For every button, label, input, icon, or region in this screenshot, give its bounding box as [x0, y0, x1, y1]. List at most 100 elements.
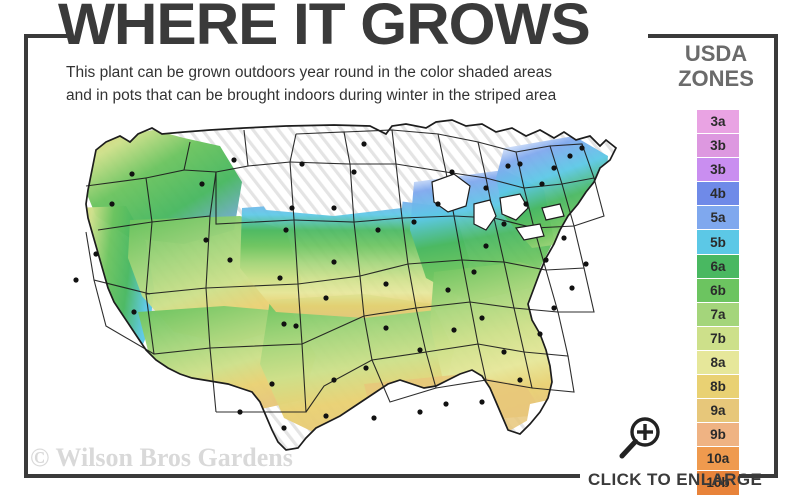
legend-zone-9a-12: 9a [697, 399, 739, 424]
page-title: WHERE IT GROWS [58, 0, 591, 57]
map-svg [34, 112, 664, 462]
usda-zones-heading-line-1: USDA [684, 41, 748, 66]
city-dot [323, 295, 329, 301]
city-dot [417, 347, 423, 353]
city-dot [445, 287, 451, 293]
city-dot [383, 281, 389, 287]
city-dot [479, 315, 485, 321]
city-dot [483, 243, 489, 249]
usda-hardiness-zone-map[interactable] [34, 112, 664, 462]
city-dot [435, 201, 441, 207]
city-dot [289, 205, 295, 211]
city-dots [73, 141, 589, 431]
lake-erie [514, 223, 545, 241]
usda-zones-heading-line-2: ZONES [678, 65, 754, 91]
city-dot [361, 141, 367, 147]
city-dot [269, 381, 275, 387]
legend-zone-7a-8: 7a [697, 302, 739, 327]
striped-indoor-region-northern-plains [244, 126, 406, 216]
frame-border-top-right [648, 34, 778, 38]
city-dot [417, 409, 423, 415]
legend-zone-3a-0: 3a [697, 110, 739, 135]
city-dot [109, 201, 115, 207]
magnifier-zoom-svg [619, 417, 660, 459]
city-dot [537, 331, 543, 337]
city-dot [501, 349, 507, 355]
city-dot [517, 161, 523, 167]
legend-zone-7b-9: 7b [697, 326, 739, 351]
frame-border-bottom [24, 474, 580, 478]
lake-michigan [473, 199, 497, 231]
city-dot [323, 413, 329, 419]
city-dot [383, 325, 389, 331]
click-to-enlarge-label[interactable]: CLICK TO ENLARGE [588, 470, 763, 489]
city-dot [351, 169, 357, 175]
legend-zone-5a-4: 5a [697, 206, 739, 231]
subtitle-line-1: This plant can be grown outdoors year ro… [66, 64, 552, 81]
city-dot [579, 145, 585, 151]
subtitle-text: This plant can be grown outdoors year ro… [66, 62, 636, 108]
city-dot [583, 261, 589, 267]
city-dot [231, 157, 237, 163]
city-dot [73, 277, 79, 283]
great-lakes [431, 173, 565, 241]
city-dot [203, 237, 209, 243]
city-dot [561, 235, 567, 241]
legend-zone-3b-2: 3b [697, 158, 739, 183]
legend-zone-5b-5: 5b [697, 230, 739, 255]
city-dot [237, 409, 243, 415]
legend-zone-3b-1: 3b [697, 134, 739, 159]
city-dot [371, 415, 377, 421]
city-dot [523, 201, 529, 207]
legend-zone-8b-11: 8b [697, 375, 739, 400]
frame-border-bottom-right [706, 474, 778, 478]
frame-border-right [774, 34, 778, 478]
subtitle-line-2: and in pots that can be brought indoors … [66, 86, 557, 104]
city-dot [331, 377, 337, 383]
lake-ontario [541, 203, 565, 221]
legend-zone-6b-7: 6b [697, 278, 739, 303]
city-dot [375, 227, 381, 233]
city-dot [277, 275, 283, 281]
frame-border-left [24, 34, 28, 478]
legend-zone-6a-6: 6a [697, 254, 739, 279]
city-dot [131, 309, 137, 315]
frame-border-top-left [24, 34, 68, 38]
city-dot [93, 251, 99, 257]
city-dot [227, 257, 233, 263]
city-dot [443, 401, 449, 407]
city-dot [501, 221, 507, 227]
city-dot [293, 323, 299, 329]
city-dot [539, 181, 545, 187]
watermark-copyright: © Wilson Bros Gardens [30, 443, 293, 472]
city-dot [199, 181, 205, 187]
legend-zone-4b-3: 4b [697, 182, 739, 207]
city-dot [281, 425, 287, 431]
city-dot [567, 153, 573, 159]
legend-zone-10b-15: 10b [697, 471, 739, 496]
city-dot [479, 399, 485, 405]
city-dot [551, 165, 557, 171]
city-dot [505, 163, 511, 169]
city-dot [517, 377, 523, 383]
city-dot [283, 227, 289, 233]
lake-huron [499, 193, 529, 221]
city-dot [299, 161, 305, 167]
city-dot [543, 257, 549, 263]
city-dot [331, 259, 337, 265]
city-dot [411, 219, 417, 225]
city-dot [129, 171, 135, 177]
city-dot [551, 305, 557, 311]
city-dot [363, 365, 369, 371]
state-boundaries [85, 129, 605, 413]
lake-superior [431, 173, 471, 213]
usda-zones-heading: USDA ZONES [664, 41, 768, 91]
legend-zone-8a-10: 8a [697, 350, 739, 376]
magnifier-zoom-icon[interactable] [618, 415, 664, 461]
city-dot [451, 327, 457, 333]
national-outline [85, 119, 618, 451]
city-dot [471, 269, 477, 275]
city-dot [483, 185, 489, 191]
usda-zones-legend: 3a 3b 3b 4b 5a 5b 6a 6b 7a 7b 8a 8b 9a 9b 10a 10b [697, 110, 739, 496]
